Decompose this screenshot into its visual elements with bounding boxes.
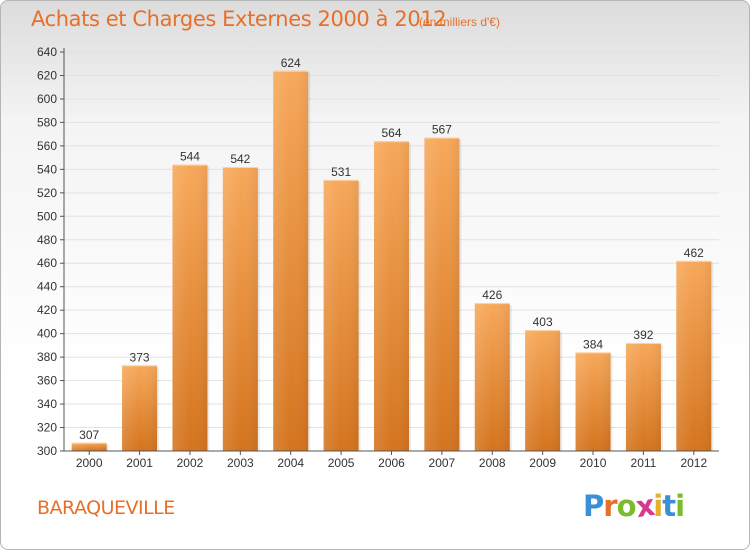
x-tick-label: 2010 — [580, 456, 607, 470]
x-tick-label: 2000 — [76, 456, 103, 470]
x-tick-label: 2007 — [429, 456, 456, 470]
logo-letter: t — [662, 489, 676, 523]
logo-letter: x — [633, 487, 656, 525]
x-tick-label: 2003 — [227, 456, 254, 470]
label-layer: 300 320 340 360 380 400 420 440 460 480 500 520 540 5… — [37, 45, 708, 470]
logo-letter: o — [616, 489, 637, 523]
bar-shade — [273, 70, 309, 451]
bar-shade — [525, 330, 561, 451]
logo-letter: i — [675, 489, 685, 523]
bar-shade — [424, 137, 460, 451]
x-tick-label: 2004 — [277, 456, 304, 470]
bar-value-label: 542 — [230, 152, 250, 166]
bar-value-label: 544 — [180, 150, 200, 164]
bar-value-label: 307 — [79, 428, 99, 442]
y-tick-label: 300 — [37, 444, 57, 458]
proxiti-logo: Proxiti — [583, 487, 685, 525]
bar-shade — [374, 141, 409, 451]
y-tick-label: 600 — [37, 92, 57, 106]
y-tick-label: 380 — [37, 350, 57, 364]
bar-value-label: 531 — [331, 165, 351, 179]
y-tick-label: 620 — [37, 68, 57, 82]
bar-shade — [172, 164, 208, 452]
axis-layer — [60, 48, 719, 455]
bar-shade — [323, 179, 359, 451]
bar-value-label: 392 — [633, 328, 653, 342]
bar-value-label: 403 — [533, 315, 553, 329]
bar-shade — [676, 260, 712, 451]
y-tick-label: 480 — [37, 233, 57, 247]
x-tick-label: 2011 — [631, 456, 657, 470]
x-tick-label: 2001 — [126, 456, 153, 470]
y-tick-label: 520 — [37, 186, 57, 200]
y-tick-label: 460 — [37, 256, 57, 270]
y-tick-label: 400 — [37, 327, 57, 341]
bar-shade — [474, 303, 510, 451]
y-tick-label: 340 — [37, 397, 57, 411]
bar-value-label: 384 — [583, 337, 603, 351]
y-tick-label: 560 — [37, 139, 57, 153]
bar-value-label: 462 — [684, 246, 704, 260]
logo-letter: P — [583, 489, 604, 523]
y-tick-label: 420 — [37, 303, 57, 317]
x-tick-label: 2005 — [328, 456, 355, 470]
x-tick-label: 2012 — [680, 456, 707, 470]
bar-shade — [71, 442, 107, 451]
y-tick-label: 320 — [37, 421, 57, 435]
x-tick-label: 2002 — [177, 456, 204, 470]
logo-letter: r — [603, 489, 617, 523]
y-tick-label: 360 — [37, 374, 57, 388]
chart-subtitle: (en milliers d'€) — [419, 15, 500, 29]
y-tick-label: 440 — [37, 280, 57, 294]
y-tick-label: 540 — [37, 162, 57, 176]
x-tick-label: 2009 — [529, 456, 556, 470]
bar-value-label: 373 — [130, 350, 150, 364]
x-tick-label: 2006 — [378, 456, 405, 470]
town-name: BARAQUEVILLE — [37, 497, 175, 519]
bar-value-label: 426 — [482, 288, 502, 302]
bar-value-label: 567 — [432, 123, 452, 137]
bar-shade — [575, 352, 611, 451]
bar-shade — [625, 343, 661, 451]
y-tick-label: 500 — [37, 209, 57, 223]
chart-title: Achats et Charges Externes 2000 à 2012 — [31, 7, 447, 31]
y-tick-label: 640 — [37, 45, 57, 59]
bar-layer — [71, 70, 714, 452]
bar-shade — [222, 167, 258, 451]
logo-letter: i — [653, 489, 663, 523]
bar-value-label: 564 — [381, 126, 401, 140]
y-tick-label: 580 — [37, 115, 57, 129]
x-tick-label: 2008 — [479, 456, 506, 470]
bar-value-label: 624 — [281, 56, 301, 70]
bar-shade — [122, 365, 158, 451]
